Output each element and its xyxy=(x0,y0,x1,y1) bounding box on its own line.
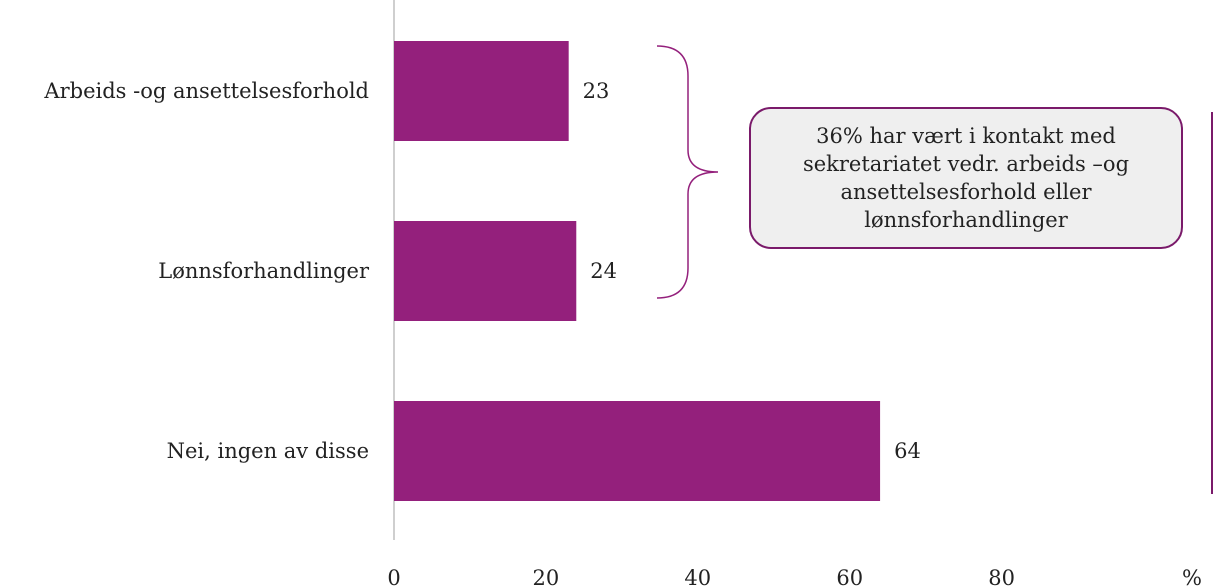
category-label: Nei, ingen av disse xyxy=(167,439,369,463)
annotation-text: 36% har vært i kontakt med sekretariatet… xyxy=(802,124,1130,232)
x-unit-label: % xyxy=(1182,566,1202,588)
bracket xyxy=(656,45,719,299)
x-tick-label: 0 xyxy=(387,566,400,588)
bar xyxy=(394,401,881,501)
x-tick-label: 80 xyxy=(988,566,1015,588)
data-label: 64 xyxy=(894,439,921,463)
bar xyxy=(394,41,569,141)
x-tick-label: 40 xyxy=(684,566,711,588)
bar xyxy=(394,221,577,321)
category-label: Arbeids -og ansettelsesforhold xyxy=(43,79,369,103)
x-tick-label: 60 xyxy=(836,566,863,588)
category-label: Lønnsforhandlinger xyxy=(158,259,370,283)
annotation-callout: 36% har vært i kontakt med sekretariatet… xyxy=(749,107,1183,249)
data-label: 24 xyxy=(590,259,617,283)
data-label: 23 xyxy=(583,79,610,103)
x-tick-label: 20 xyxy=(533,566,560,588)
